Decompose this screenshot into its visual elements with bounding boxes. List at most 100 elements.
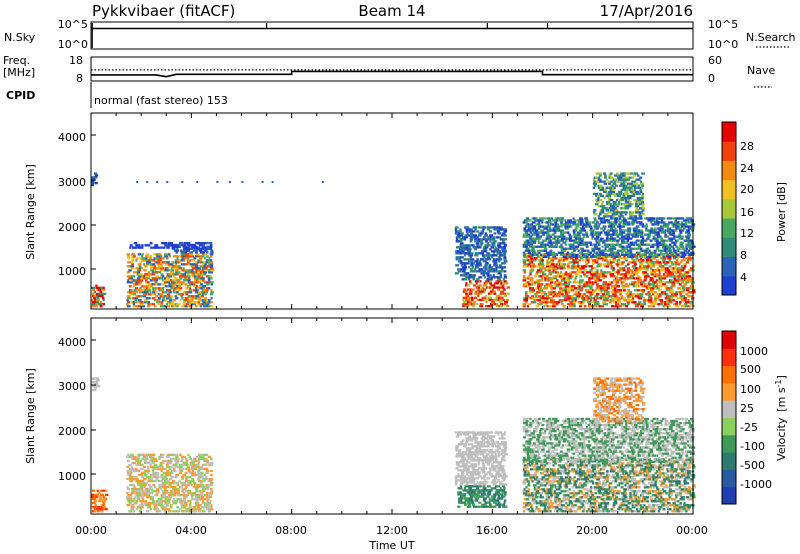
range-gate-cell [467, 250, 471, 253]
range-gate-cell [467, 449, 471, 452]
range-gate-cell [579, 301, 582, 304]
range-gate-cell [197, 269, 201, 272]
range-gate-cell [592, 182, 595, 185]
range-gate-cell [579, 217, 583, 220]
range-gate-cell [594, 301, 597, 304]
range-gate-cell [620, 251, 624, 254]
range-gate-cell [542, 275, 546, 278]
range-gate-cell [614, 243, 618, 246]
range-gate-cell [657, 279, 661, 282]
range-gate-cell [643, 285, 648, 288]
range-gate-cell [581, 233, 586, 236]
range-gate-cell [493, 501, 497, 504]
range-gate-cell [551, 233, 555, 236]
range-gate-cell [480, 493, 484, 496]
range-gate-cell [526, 305, 530, 308]
range-gate-cell [626, 301, 631, 304]
range-gate-cell [175, 251, 178, 254]
range-gate-cell [522, 261, 526, 264]
range-gate-cell [608, 253, 611, 256]
range-gate-cell [208, 257, 211, 260]
range-gate-cell [144, 291, 149, 294]
range-gate-cell [589, 289, 593, 292]
range-gate-cell [614, 285, 618, 288]
range-gate-cell [94, 377, 97, 380]
range-gate-cell [147, 475, 152, 479]
range-gate-cell [188, 242, 191, 245]
range-gate-cell [126, 492, 129, 495]
range-gate-cell [176, 483, 180, 487]
range-gate-cell [158, 485, 162, 489]
range-gate-cell [646, 243, 650, 246]
range-gate-cell [496, 252, 500, 255]
range-gate-cell [682, 227, 686, 230]
range-gate-cell [209, 247, 212, 250]
range-gate-cell [607, 192, 611, 196]
range-gate-cell [523, 263, 528, 266]
range-gate-cell [126, 275, 130, 278]
range-gate-cell [174, 255, 178, 258]
range-gate-cell [176, 259, 180, 262]
range-gate-cell [98, 303, 102, 306]
range-gate-cell [651, 261, 655, 264]
range-gate-cell [181, 263, 185, 266]
range-gate-cell [463, 274, 467, 277]
range-gate-cell [664, 293, 668, 296]
range-gate-cell [676, 239, 679, 242]
range-gate-cell [497, 296, 502, 299]
range-gate-cell [659, 249, 663, 252]
range-gate-cell [195, 249, 199, 252]
range-gate-cell [527, 251, 532, 254]
range-gate-cell [540, 253, 542, 256]
range-gate-cell [203, 273, 207, 276]
range-gate-cell [591, 235, 594, 238]
range-gate-cell [140, 453, 145, 456]
range-gate-cell [185, 485, 188, 489]
range-gate-cell [183, 502, 188, 505]
range-gate-cell [193, 471, 197, 475]
range-gate-cell [620, 182, 624, 185]
range-gate-cell [207, 508, 212, 511]
range-gate-cell [682, 289, 686, 292]
range-gate-cell [606, 239, 609, 242]
range-gate-cell [141, 305, 145, 308]
range-gate-cell [497, 228, 501, 231]
range-gate-cell [623, 229, 627, 232]
range-gate-cell [622, 186, 625, 189]
range-gate-cell [185, 303, 189, 306]
range-gate-cell [560, 289, 564, 292]
range-gate-cell [661, 221, 666, 224]
range-gate-cell [491, 288, 495, 291]
range-gate-cell [637, 297, 642, 300]
range-gate-cell [577, 263, 580, 266]
range-gate-cell [457, 491, 461, 494]
range-gate-cell [166, 269, 169, 272]
range-gate-cell [149, 265, 154, 268]
range-gate-cell [637, 301, 642, 304]
range-gate-cell [528, 261, 532, 264]
range-gate-cell [657, 241, 662, 244]
range-gate-cell [616, 271, 620, 274]
range-gate-cell [161, 279, 166, 282]
range-gate-cell [197, 301, 201, 304]
range-gate-cell [671, 291, 675, 294]
range-gate-cell [463, 288, 466, 291]
range-gate-cell [501, 497, 504, 500]
range-gate-cell [633, 265, 637, 268]
range-gate-cell [482, 228, 485, 231]
range-gate-cell [603, 215, 607, 218]
range-gate-cell [668, 279, 671, 282]
range-gate-cell [149, 289, 152, 292]
range-gate-cell [181, 257, 185, 260]
range-gate-cell [670, 281, 674, 284]
range-gate-cell [464, 453, 468, 456]
range-gate-cell [562, 273, 566, 276]
range-gate-cell [664, 249, 667, 252]
range-gate-cell [168, 471, 172, 475]
range-gate-cell [576, 281, 581, 284]
range-gate-cell [631, 192, 634, 196]
range-gate-cell [139, 257, 142, 260]
range-gate-cell [585, 275, 589, 278]
range-gate-cell [467, 431, 471, 434]
range-gate-cell [474, 493, 478, 496]
